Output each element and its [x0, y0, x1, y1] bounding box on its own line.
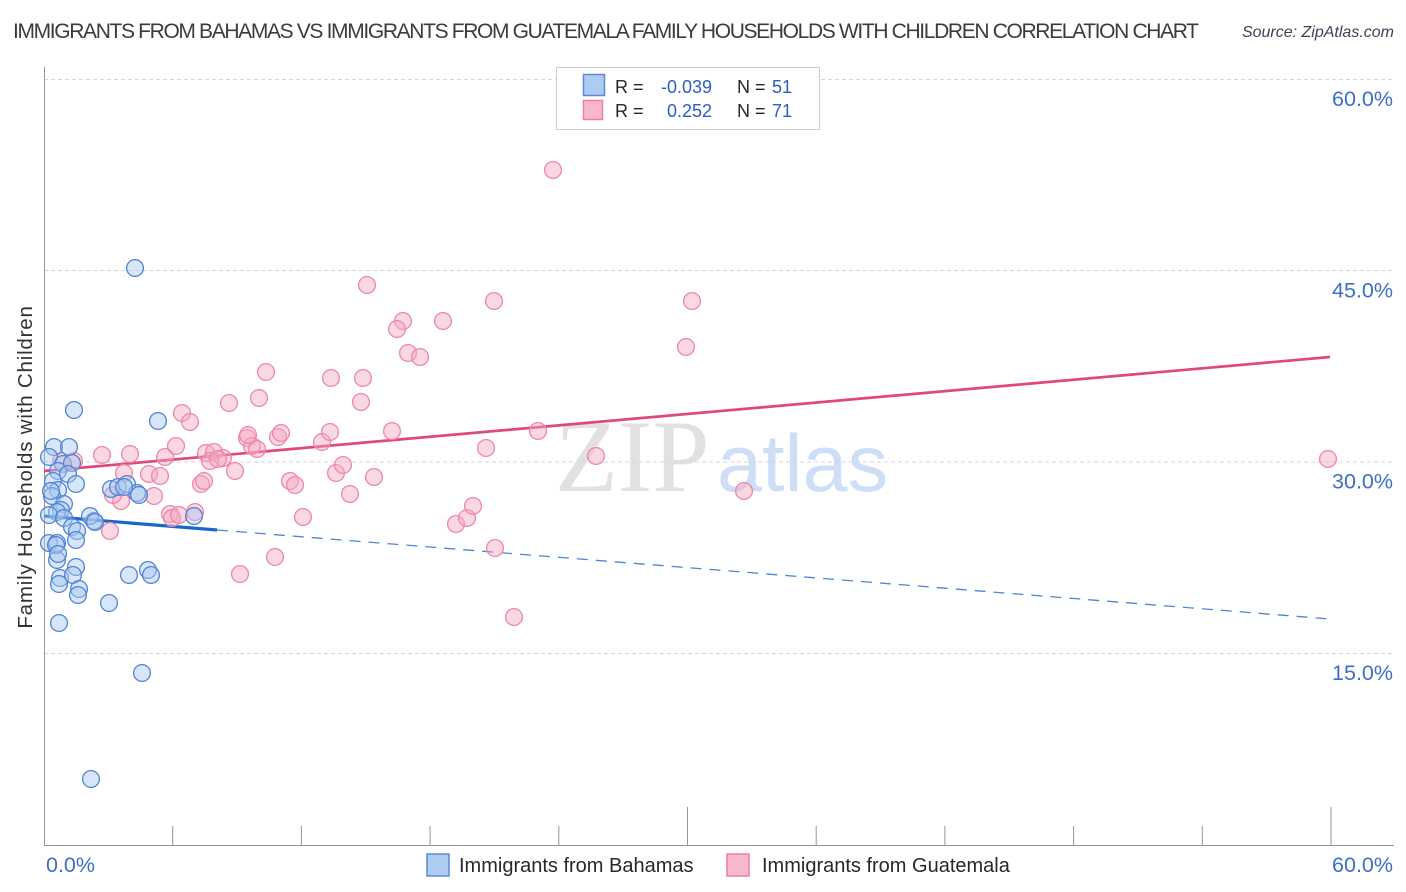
svg-text:R =: R =: [615, 101, 644, 121]
svg-text:15.0%: 15.0%: [1332, 661, 1393, 685]
svg-text:0.252: 0.252: [667, 101, 712, 121]
svg-text:Immigrants from Bahamas: Immigrants from Bahamas: [459, 855, 694, 877]
svg-text:R =: R =: [615, 77, 644, 97]
svg-text:-0.039: -0.039: [661, 77, 712, 97]
svg-text:60.0%: 60.0%: [1332, 87, 1393, 111]
svg-text:N =: N =: [737, 77, 766, 97]
svg-text:Immigrants from Guatemala: Immigrants from Guatemala: [762, 855, 1011, 877]
svg-text:51: 51: [772, 77, 792, 97]
svg-text:45.0%: 45.0%: [1332, 279, 1393, 303]
svg-text:Family Households with Childre: Family Households with Children: [14, 305, 37, 628]
svg-text:60.0%: 60.0%: [1332, 853, 1393, 877]
svg-text:ZIP: ZIP: [555, 400, 710, 514]
svg-text:71: 71: [772, 101, 792, 121]
svg-text:0.0%: 0.0%: [46, 853, 95, 877]
svg-text:30.0%: 30.0%: [1332, 470, 1393, 494]
svg-text:atlas: atlas: [717, 419, 888, 509]
svg-text:N =: N =: [737, 101, 766, 121]
